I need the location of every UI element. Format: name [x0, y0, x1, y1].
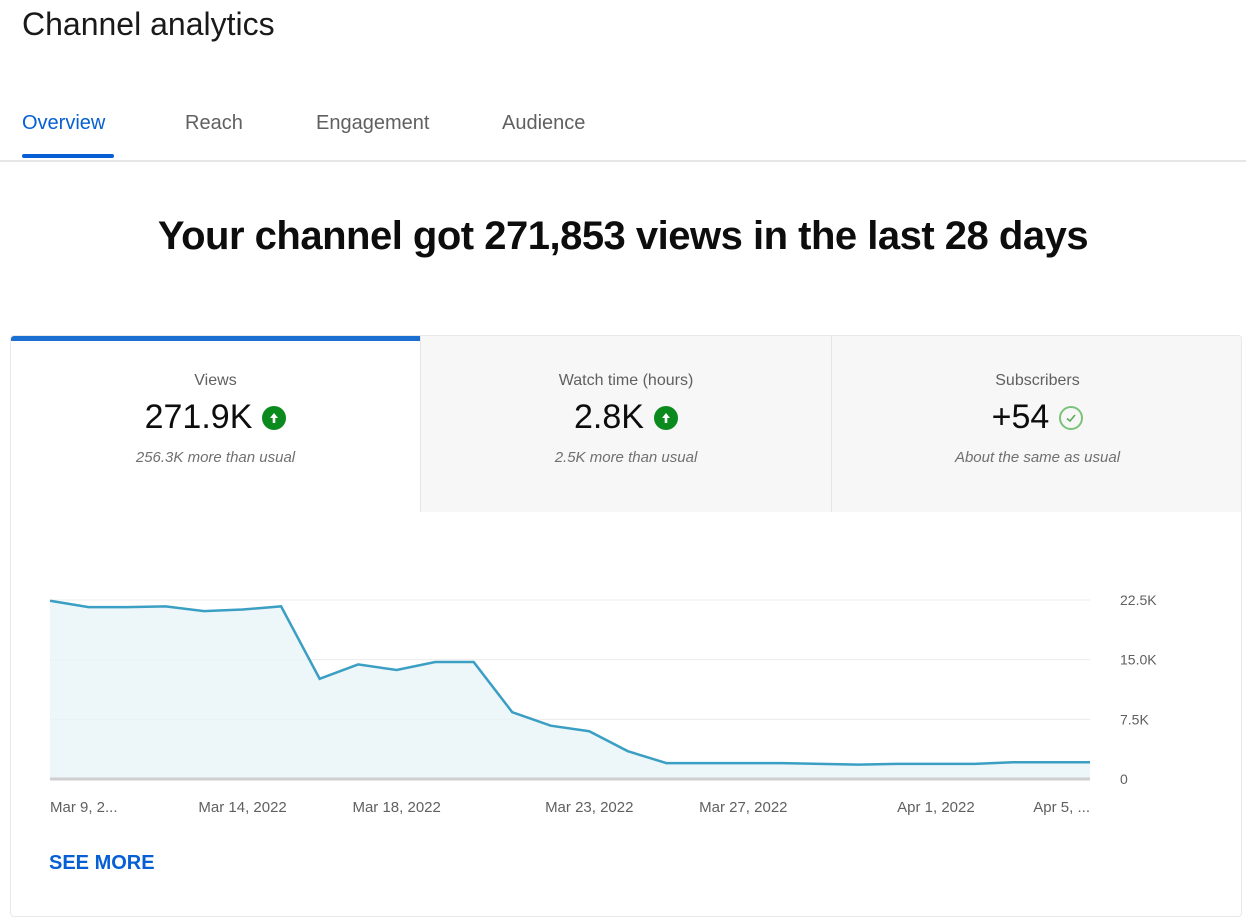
- x-tick-label: Mar 23, 2022: [545, 799, 633, 816]
- arrow-up-circle-icon: [653, 405, 678, 430]
- metric-value: 271.9K: [144, 398, 253, 436]
- active-tab-indicator: [22, 154, 114, 158]
- y-tick-label: 22.5K: [1120, 592, 1157, 608]
- overview-card: Views 271.9K 256.3K more than usual Watc…: [10, 335, 1242, 917]
- check-circle-icon: [1059, 405, 1084, 430]
- selected-metric-indicator: [11, 336, 420, 341]
- views-chart: 0 7.5K 15.0K 22.5K Mar 9, 2... Mar 14, 2022 Ma…: [49, 592, 1157, 816]
- tab-reach[interactable]: Reach: [185, 112, 243, 134]
- x-tick-label: Mar 14, 2022: [198, 799, 286, 816]
- metric-label: Views: [194, 372, 237, 389]
- see-more-link[interactable]: SEE MORE: [49, 852, 155, 874]
- page-title: Channel analytics: [22, 6, 275, 42]
- metric-subscribers[interactable]: Subscribers +54 About the same as usual: [831, 336, 1241, 512]
- x-tick-label: Apr 1, 2022: [897, 799, 975, 816]
- arrow-up-circle-icon: [262, 405, 287, 430]
- metric-label: Watch time (hours): [558, 372, 694, 389]
- tab-engagement[interactable]: Engagement: [316, 112, 430, 134]
- tab-bar: Overview Reach Engagement Audience: [0, 100, 1246, 162]
- y-tick-label: 0: [1120, 771, 1128, 787]
- metric-note: About the same as usual: [954, 449, 1121, 466]
- tab-overview[interactable]: Overview: [22, 112, 106, 134]
- metric-label: Subscribers: [995, 372, 1080, 389]
- metric-views[interactable]: Views 271.9K 256.3K more than usual: [11, 336, 420, 512]
- metric-note: 2.5K more than usual: [554, 449, 698, 466]
- metric-watch-time[interactable]: Watch time (hours) 2.8K 2.5K more than u…: [420, 336, 831, 512]
- y-tick-label: 7.5K: [1120, 711, 1149, 727]
- summary-headline: Your channel got 271,853 views in the la…: [157, 214, 1089, 258]
- area-fill: [50, 600, 1090, 779]
- x-tick-label: Mar 18, 2022: [352, 799, 440, 816]
- metric-value: +54: [991, 398, 1050, 436]
- y-tick-label: 15.0K: [1120, 652, 1157, 668]
- x-tick-label: Apr 5, ...: [1033, 799, 1090, 816]
- tab-audience[interactable]: Audience: [502, 112, 586, 134]
- metric-note: 256.3K more than usual: [135, 449, 296, 466]
- metric-value: 2.8K: [574, 398, 644, 436]
- series-line: [49, 599, 1090, 766]
- x-tick-label: Mar 27, 2022: [699, 799, 787, 816]
- x-tick-label: Mar 9, 2...: [50, 799, 118, 816]
